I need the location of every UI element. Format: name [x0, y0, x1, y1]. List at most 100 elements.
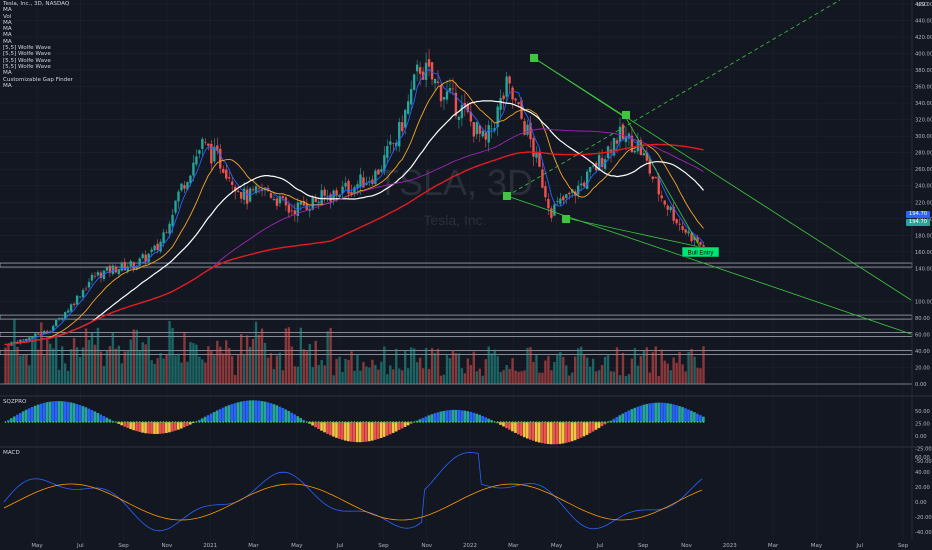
sqz-dot: [282, 421, 284, 423]
candle-body: [651, 176, 654, 179]
sqz-dot: [636, 421, 639, 423]
sqz-bar: [269, 403, 273, 422]
sqz-bar: [364, 422, 368, 442]
sqz-dot: [183, 421, 186, 423]
sqz-dot: [326, 421, 329, 423]
indicator-legend-item[interactable]: MA: [3, 19, 12, 26]
sqz-dot: [171, 421, 174, 423]
sqz-dot: [293, 421, 296, 423]
sqz-bar: [260, 401, 264, 422]
sqz-bar: [621, 413, 625, 422]
candle-body: [556, 201, 559, 203]
indicator-legend-item[interactable]: MA: [3, 70, 12, 77]
sqz-bar: [120, 422, 124, 426]
sqz-dot: [198, 421, 201, 423]
candle-body: [49, 331, 52, 333]
sqz-bar: [624, 412, 628, 422]
volume-bar: [25, 354, 28, 384]
wolfe-wave-line: [533, 57, 912, 301]
candle-body: [219, 148, 222, 169]
candle-body: [633, 150, 637, 153]
volume-bar: [165, 354, 168, 384]
indicator-legend-item[interactable]: [5,5] Wolfe Wave: [3, 63, 51, 70]
candle-body: [615, 140, 619, 144]
sqz-dot: [58, 421, 61, 423]
sqz-dot: [129, 421, 132, 423]
indicator-legend-item[interactable]: [5,5] Wolfe Wave: [3, 57, 51, 64]
volume-bar: [150, 360, 153, 384]
sqz-dot: [583, 421, 586, 423]
indicator-legend-item[interactable]: Vol: [3, 13, 12, 20]
x-tick-label: Sep: [638, 543, 649, 549]
sqz-dot: [82, 421, 84, 423]
candle-body: [654, 177, 657, 179]
volume-bar: [269, 353, 273, 384]
symbol-title[interactable]: Tesla, Inc., 3D, NASDAQ: [3, 1, 70, 7]
candle-body: [287, 204, 291, 213]
candle-body: [565, 194, 568, 198]
x-tick-label: May: [31, 543, 43, 549]
sqz-dot: [455, 421, 457, 423]
volume-bar: [117, 345, 121, 384]
sqz-dot: [296, 421, 299, 423]
volume-bar: [538, 372, 541, 384]
sqz-dot: [332, 421, 335, 423]
volume-bar: [475, 371, 478, 384]
bull-entry-box[interactable]: Bull Entry: [681, 246, 720, 258]
indicator-legend-item[interactable]: MA: [3, 32, 12, 39]
moving-average-line: [5, 80, 704, 346]
sqz-bar: [45, 402, 49, 422]
volume-bar: [254, 321, 258, 384]
sqz-bar: [484, 417, 487, 422]
sqz-dot: [159, 421, 162, 423]
indicator-legend-item[interactable]: Customizable Gap Finder: [3, 76, 73, 83]
sqz-dot: [344, 421, 347, 423]
candle-body: [362, 177, 365, 188]
sqz-bar: [317, 422, 320, 430]
sqzpro-title[interactable]: SQZPRO: [3, 399, 27, 405]
candle-body: [404, 109, 407, 128]
sqz-dot: [469, 421, 472, 423]
volume-bar: [547, 356, 550, 384]
indicator-legend-item[interactable]: [5,5] Wolfe Wave: [3, 45, 51, 52]
macd-title[interactable]: MACD: [3, 450, 20, 456]
volume-bar: [359, 370, 362, 384]
candle-body: [195, 156, 198, 165]
indicator-legend-item[interactable]: MA: [3, 26, 12, 33]
sqz-dot: [350, 421, 353, 423]
candle-body: [672, 206, 675, 221]
indicator-legend-item[interactable]: MA: [3, 38, 12, 45]
indicator-legend-item[interactable]: MA: [3, 82, 12, 89]
candle-body: [326, 195, 329, 197]
volume-bar: [645, 347, 649, 384]
indicator-legend-item[interactable]: MA: [3, 7, 12, 14]
sqz-bar: [675, 405, 678, 422]
candle-body: [189, 175, 192, 184]
sqz-dot: [299, 421, 302, 423]
candle-body: [99, 272, 103, 278]
sqz-bar: [129, 422, 132, 430]
sqz-dot: [22, 421, 25, 423]
volume-bar: [466, 358, 470, 384]
sqz-bar: [355, 422, 359, 443]
sqz-bar: [660, 402, 663, 422]
sqz-dot: [520, 421, 523, 423]
volume-bar: [347, 359, 350, 384]
candle-body: [180, 183, 183, 191]
sqz-bar: [182, 422, 186, 428]
sqz-bar: [627, 410, 631, 422]
volume-bar: [421, 368, 425, 384]
volume-bar: [407, 368, 410, 384]
sqz-bar: [81, 406, 85, 422]
volume-bar: [386, 374, 389, 384]
y-tick-label: 460.00: [915, 2, 932, 8]
y-tick-label: 80.00: [915, 316, 930, 322]
volume-bar: [490, 353, 493, 384]
indicator-legend-item[interactable]: [5,5] Wolfe Wave: [3, 51, 51, 58]
volume-bar: [302, 349, 305, 384]
volume-bar: [341, 371, 344, 384]
sqz-bar: [87, 408, 91, 422]
candle-body: [69, 304, 73, 312]
sqz-dot: [496, 421, 499, 423]
